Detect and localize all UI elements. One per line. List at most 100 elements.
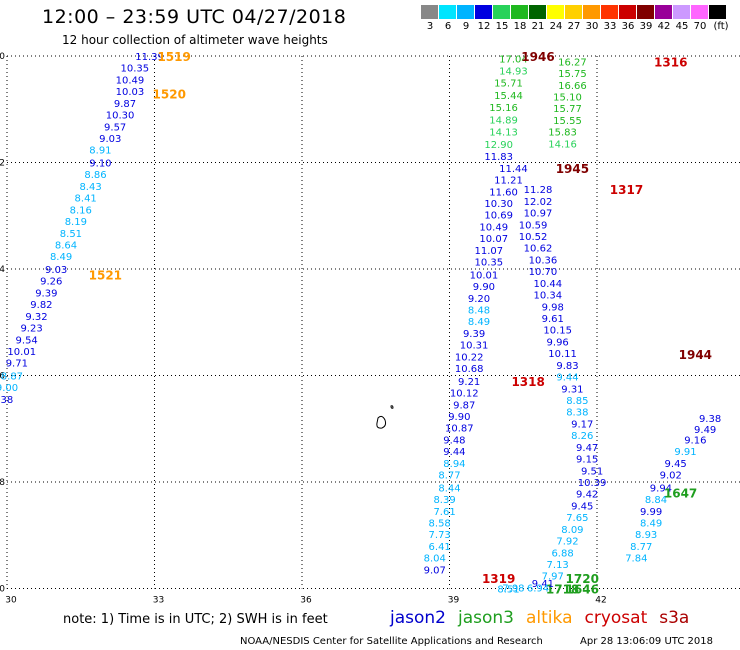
lat-tick-label: -44 — [0, 265, 5, 275]
swh-value: 14.89 — [489, 115, 518, 126]
swh-value: 10.49 — [479, 222, 508, 233]
swh-value: 11.39 — [135, 52, 164, 63]
swh-value: 9.15 — [576, 455, 598, 466]
legend-label: 6 — [444, 21, 452, 32]
swh-value: 9.17 — [571, 419, 593, 430]
swh-value: 9.49 — [694, 425, 716, 436]
swh-value: 10.30 — [106, 111, 135, 122]
swh-value: 10.30 — [484, 199, 513, 210]
lon-tick-label: 36 — [300, 596, 312, 606]
swh-value: 9.38 — [0, 395, 13, 406]
legend-label: 15 — [495, 21, 509, 32]
swh-value: 8.39 — [433, 495, 455, 506]
satellite-key-altika: altika — [526, 608, 573, 628]
swh-value: 11.60 — [489, 187, 518, 198]
swh-value: 9.16 — [684, 435, 706, 446]
swh-value: 9.26 — [40, 277, 62, 288]
swh-value: 10.35 — [121, 64, 150, 75]
swh-value: 8.77 — [630, 542, 652, 553]
satellite-key: jason2 jason3 altika cryosat s3a — [390, 608, 701, 628]
swh-value: 7.73 — [429, 530, 451, 541]
swh-value: 15.71 — [494, 79, 523, 90]
swh-value: 8.16 — [70, 205, 92, 216]
swh-value: 11.28 — [524, 185, 553, 196]
legend-swatch — [565, 5, 582, 19]
legend-swatch — [547, 5, 564, 19]
swh-value: 9.42 — [576, 490, 598, 501]
swh-value: 9.48 — [443, 435, 465, 446]
legend-label: 27 — [567, 21, 581, 32]
swh-value: 15.77 — [553, 104, 582, 115]
swh-value: 14.13 — [489, 128, 518, 139]
island-outline — [376, 405, 394, 429]
legend-label: 39 — [639, 21, 653, 32]
legend-label: 33 — [603, 21, 617, 32]
swh-value: 8.86 — [84, 170, 106, 181]
legend-label: 42 — [657, 21, 671, 32]
swh-value: 12.02 — [524, 197, 553, 208]
swh-value: 7.13 — [547, 560, 569, 571]
generation-timestamp: Apr 28 13:06:09 UTC 2018 — [580, 636, 713, 647]
swh-value: 9.44 — [443, 447, 465, 458]
swh-value: 15.55 — [553, 116, 582, 127]
swh-value: 8.64 — [55, 241, 77, 252]
swh-value: 9.41 — [532, 579, 554, 590]
pass-time-label: 1718 — [546, 583, 579, 597]
map-subtitle: 12 hour collection of altimeter wave hei… — [62, 33, 328, 47]
swh-value: 8.26 — [571, 431, 593, 442]
legend-swatch — [475, 5, 492, 19]
swh-value: 8.51 — [497, 585, 519, 596]
swh-value: 8.48 — [468, 305, 490, 316]
swh-value: 10.01 — [470, 270, 499, 281]
swh-value: 9.82 — [30, 300, 52, 311]
island-shape — [376, 415, 387, 429]
credit-line: NOAA/NESDIS Center for Satellite Applica… — [240, 636, 543, 647]
pass-time-label: 1720 — [566, 572, 599, 586]
pass-time-label: 1647 — [664, 487, 697, 501]
swh-value: 8.38 — [566, 408, 588, 419]
swh-value: 16.27 — [558, 57, 587, 68]
legend-label: 45 — [675, 21, 689, 32]
swh-value: 9.44 — [556, 373, 578, 384]
satellite-key-cryosat: cryosat — [584, 608, 648, 628]
legend-swatch — [529, 5, 546, 19]
swh-value: 10.01 — [7, 347, 36, 358]
swh-value: 8.19 — [65, 217, 87, 228]
swh-value: 9.98 — [542, 302, 564, 313]
swh-value: 10.03 — [116, 87, 145, 98]
swh-value: 9.02 — [660, 471, 682, 482]
map-grid — [6, 55, 740, 589]
lon-tick-label: 30 — [5, 596, 17, 606]
swh-value: 7.97 — [542, 572, 564, 583]
swh-value: 10.62 — [524, 244, 553, 255]
swh-value: 8.41 — [75, 194, 97, 205]
swh-value: 9.10 — [89, 159, 111, 170]
swh-value: 7.84 — [625, 554, 647, 565]
swh-value: 9.03 — [99, 134, 121, 145]
swh-value: 7.92 — [556, 537, 578, 548]
swh-value: 7.61 — [433, 507, 455, 518]
swh-value: 9.99 — [640, 507, 662, 518]
swh-value: 10.36 — [529, 255, 558, 266]
legend-label: 30 — [585, 21, 599, 32]
pass-time-label: 1521 — [89, 268, 122, 282]
swh-value: 9.45 — [665, 459, 687, 470]
legend-swatch — [457, 5, 474, 19]
lon-tick-label: 42 — [595, 596, 606, 606]
swh-value: 8.44 — [438, 483, 460, 494]
satellite-key-s3a: s3a — [659, 608, 690, 628]
islet-shape — [390, 405, 394, 409]
legend-swatch — [583, 5, 600, 19]
swh-value: 8.49 — [640, 518, 662, 529]
swh-value: 8.51 — [60, 229, 82, 240]
swh-value: 10.22 — [455, 352, 484, 363]
pass-time-label: 1520 — [153, 87, 186, 101]
swh-value: 10.07 — [479, 234, 508, 245]
lon-tick-label: 39 — [448, 596, 460, 606]
swh-value: 15.10 — [553, 92, 582, 103]
swh-value: 11.21 — [494, 176, 523, 187]
lat-tick-label: -42 — [0, 159, 5, 169]
legend-label: 24 — [549, 21, 563, 32]
swh-value: 8.84 — [645, 495, 667, 506]
swh-value: 11.07 — [475, 246, 504, 257]
